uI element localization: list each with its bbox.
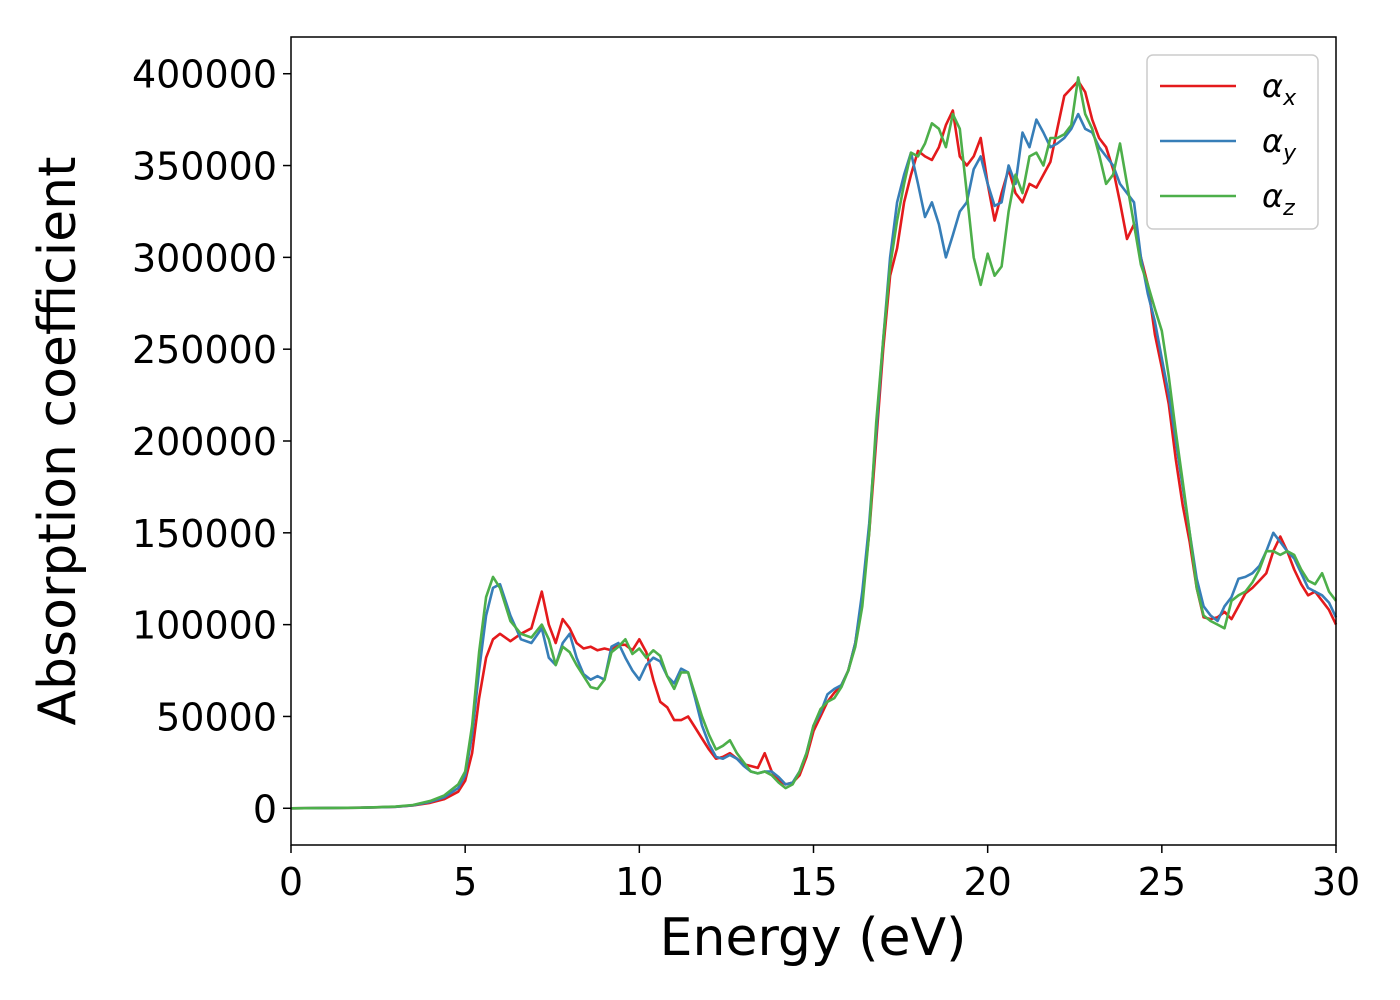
y-tick-label: 350000	[132, 145, 277, 189]
x-tick-label: 30	[1312, 860, 1360, 904]
x-axis-label: Energy (eV)	[660, 908, 967, 968]
x-tick-label: 20	[963, 860, 1011, 904]
y-axis-ticks: 0 50000 100000 150000 200000 250000 300000 3500…	[132, 53, 291, 831]
legend-label-y: αy	[1262, 122, 1297, 166]
y-tick-label: 200000	[132, 420, 277, 464]
y-tick-label: 300000	[132, 236, 277, 280]
y-tick-label: 250000	[132, 328, 277, 372]
legend: αx αy αz	[1146, 54, 1319, 230]
series-layer	[290, 76, 1338, 810]
y-tick-label: 400000	[132, 53, 277, 97]
y-tick-label: 50000	[156, 695, 277, 739]
y-axis-label: Absorption coefficient	[28, 156, 88, 725]
y-tick-label: 150000	[132, 512, 277, 556]
x-tick-label: 0	[279, 860, 303, 904]
x-axis-ticks: 0 5 10 15 20 25 30	[279, 845, 1360, 904]
x-tick-label: 10	[615, 860, 663, 904]
x-tick-label: 5	[453, 860, 477, 904]
series-line-z	[290, 76, 1338, 810]
y-tick-label: 100000	[132, 604, 277, 648]
x-tick-label: 25	[1138, 860, 1186, 904]
x-tick-label: 15	[789, 860, 837, 904]
legend-label-x: αx	[1262, 67, 1297, 111]
y-tick-label: 0	[253, 787, 277, 831]
legend-label-z: αz	[1262, 177, 1295, 221]
